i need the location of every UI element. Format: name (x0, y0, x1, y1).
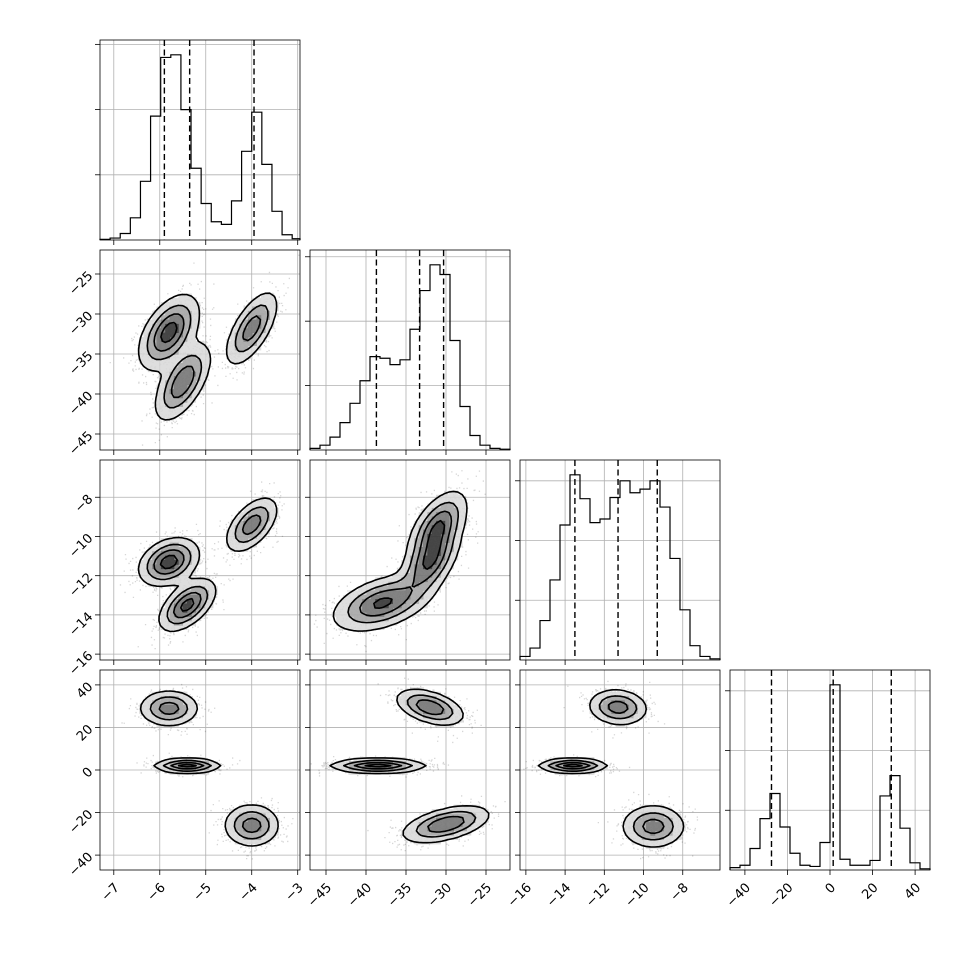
contour-line (537, 688, 685, 848)
x-tick-label: −7 (99, 880, 123, 904)
contour-line (146, 304, 269, 409)
joint-panel: −16 −14 −12 −10 −8 (66, 459, 301, 679)
contour-line (329, 688, 490, 844)
contour-line (153, 514, 262, 619)
y-tick-label: −45 (66, 429, 96, 459)
contour-line (146, 506, 269, 625)
density-fill (139, 293, 279, 420)
y-tick-label: −20 (66, 807, 96, 837)
contour-line (555, 700, 665, 835)
y-tick-label: −40 (66, 850, 96, 880)
density-fill (160, 323, 179, 342)
contour-line (547, 695, 674, 841)
contour-line (373, 519, 446, 609)
x-tick-label: −14 (544, 880, 574, 910)
contour-line (149, 696, 270, 840)
histogram-step (309, 264, 511, 450)
x-tick-label: −40 (724, 880, 754, 910)
y-tick-label: −35 (66, 349, 96, 379)
x-tick-label: 0 (823, 880, 839, 896)
histogram-step (729, 684, 931, 870)
y-tick-label: −40 (66, 389, 96, 419)
x-tick-label: 20 (859, 880, 881, 902)
density-fill (139, 499, 279, 630)
y-tick-label: −14 (66, 610, 96, 640)
x-tick-label: −45 (305, 880, 335, 910)
x-tick-label: −4 (237, 880, 261, 904)
contour-line (364, 763, 392, 768)
contour-line (153, 313, 262, 399)
y-tick-label: 20 (74, 722, 96, 744)
panel-frame (309, 249, 511, 451)
contour-line (359, 510, 453, 617)
panel-frame (99, 39, 301, 241)
x-tick-label: −8 (668, 880, 692, 904)
x-tick-label: −35 (385, 880, 415, 910)
y-tick-label: −16 (66, 649, 96, 679)
contour-line (332, 490, 468, 632)
density-fill (541, 691, 686, 849)
panel-frame (309, 669, 511, 871)
density-fill (156, 315, 262, 399)
y-tick-label: −25 (66, 269, 96, 299)
panel-body (119, 481, 285, 650)
x-tick-label: −6 (145, 880, 169, 904)
contour-line (139, 690, 279, 847)
contour-line (177, 763, 197, 768)
x-tick-label: −25 (465, 880, 495, 910)
x-tick-label: 40 (902, 880, 924, 902)
panel-frame (729, 669, 931, 871)
panel-frame (99, 669, 301, 871)
contour-line (137, 497, 278, 633)
x-tick-label: −3 (283, 880, 307, 904)
contour-line (343, 694, 477, 838)
y-tick-label: −12 (66, 570, 96, 600)
x-tick-label: −30 (425, 880, 455, 910)
y-tick-label: 40 (74, 680, 96, 702)
panel-layer: −40 −20 0 20 40−45−40−35−30−25−16−14−12−10−8… (66, 39, 931, 910)
histogram-step (519, 474, 721, 660)
contour-line (353, 699, 465, 833)
joint-panel: −45 −40 −35 −30 −25 (66, 249, 301, 459)
histogram-panel (305, 249, 511, 455)
joint-panel: −16 −14 −12 −10 −8 (505, 669, 721, 910)
histogram-step (99, 54, 301, 240)
panel-frame (309, 459, 511, 661)
panel-frame (519, 669, 721, 871)
histogram-panel: −40 −20 0 20 40 (724, 669, 931, 910)
panel-body (109, 254, 300, 446)
panel-frame (99, 459, 301, 661)
density-fill (147, 306, 270, 407)
contour-line (158, 701, 262, 834)
joint-panel (305, 459, 511, 665)
histogram-panel (515, 459, 721, 665)
x-tick-label: −16 (505, 880, 535, 910)
contour-line (160, 321, 178, 344)
contour-line (563, 763, 583, 768)
x-tick-label: −40 (345, 880, 375, 910)
panel-body (523, 680, 699, 860)
contour-line (137, 292, 278, 421)
contour-line (159, 554, 195, 612)
panel-body (310, 677, 506, 852)
x-tick-label: −5 (191, 880, 215, 904)
x-tick-label: −20 (766, 880, 796, 910)
contour-line (347, 501, 460, 624)
panel-frame (519, 459, 721, 661)
joint-panel: −45 −40 −35 −30 −25 (305, 669, 511, 910)
histogram-panel (95, 39, 301, 245)
y-tick-label: −8 (72, 492, 96, 516)
y-tick-label: 0 (80, 765, 96, 781)
joint-panel: −7 −6 −5 −4 −3 −40 −20 0 20 40 (66, 669, 307, 905)
density-fill (349, 503, 459, 622)
x-tick-label: −12 (583, 880, 613, 910)
x-tick-label: −10 (623, 880, 653, 910)
panel-body (121, 683, 294, 860)
panel-frame (99, 249, 301, 451)
y-tick-label: −30 (66, 309, 96, 339)
y-tick-label: −10 (66, 531, 96, 561)
density-fill (160, 555, 192, 613)
panel-body (313, 470, 486, 653)
